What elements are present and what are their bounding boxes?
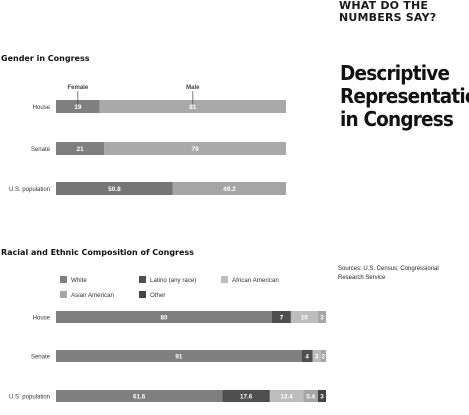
gender-category-label: U.S. population <box>9 187 50 193</box>
race-data-label: 80 <box>160 315 168 322</box>
gender-bar-female <box>56 182 173 195</box>
race-category-label: U.S. population <box>9 395 50 401</box>
race-data-label: 3 <box>320 394 324 401</box>
gender-bar-male <box>172 182 286 195</box>
race-data-label: 5.4 <box>306 394 315 401</box>
gender-bar-male <box>99 100 286 113</box>
race-data-label: 2 <box>322 354 326 361</box>
race-bar-african-american <box>312 350 321 362</box>
race-bar-asian-american <box>303 390 318 402</box>
sources-note: Sources: U.S. Census; Congressional Rese… <box>338 266 439 281</box>
race-legend-swatch <box>221 276 228 283</box>
gender-data-label: 19 <box>74 104 82 111</box>
race-data-label: 91 <box>175 354 183 361</box>
race-legend-swatch <box>139 291 146 298</box>
gender-data-label: 79 <box>192 146 200 153</box>
gender-chart-title: Gender in Congress <box>1 54 90 63</box>
headline: Descriptive Representation in Congress <box>340 61 469 131</box>
race-bar-latino-any-race <box>222 390 270 402</box>
race-bar-latino-any-race <box>301 350 313 362</box>
race-category-label: House <box>33 316 51 322</box>
race-bar-other <box>317 390 326 402</box>
gender-legend-callout: Male <box>186 85 200 91</box>
gender-data-label: 81 <box>189 104 197 111</box>
race-bar-asian-american <box>320 350 326 362</box>
race-data-label: 10 <box>301 315 309 322</box>
gender-data-label: 50.8 <box>108 186 121 193</box>
gender-bar-female <box>56 142 105 155</box>
race-bar-asian-american <box>317 311 326 323</box>
race-bar-latino-any-race <box>272 311 291 323</box>
race-legend-label: Latino (any race) <box>150 277 196 284</box>
gender-bar-female <box>56 100 100 113</box>
gender-category-label: House <box>33 105 51 111</box>
race-legend-swatch <box>139 276 146 283</box>
race-legend-label: White <box>71 277 87 284</box>
race-bar-white <box>56 390 223 402</box>
race-data-label: 3 <box>315 354 319 361</box>
race-bar-white <box>56 311 272 323</box>
race-bar-african-american <box>290 311 318 323</box>
race-category-label: Senate <box>31 355 51 361</box>
race-data-label: 7 <box>280 315 284 322</box>
race-bar-african-american <box>269 390 304 402</box>
gender-category-label: Senate <box>31 147 51 153</box>
race-legend-label: Asian American <box>71 292 115 299</box>
race-data-label: 4 <box>305 354 309 361</box>
race-bar-white <box>56 350 302 362</box>
race-legend-swatch <box>60 291 67 298</box>
race-legend-label: Other <box>150 292 165 299</box>
race-data-label: 12.4 <box>280 394 293 401</box>
gender-data-label: 21 <box>77 146 85 153</box>
gender-legend-callout: Female <box>68 85 89 91</box>
race-legend-label: African American <box>232 277 279 284</box>
race-data-label: 61.6 <box>133 394 146 401</box>
gender-bar-male <box>104 142 286 155</box>
gender-data-label: 49.2 <box>223 186 236 193</box>
race-data-label: 3 <box>320 315 324 322</box>
race-data-label: 17.6 <box>240 394 253 401</box>
race-chart-title: Racial and Ethnic Composition of Congres… <box>1 248 194 257</box>
kicker: WHAT DO THE NUMBERS SAY? <box>339 0 437 24</box>
race-legend-swatch <box>60 276 67 283</box>
